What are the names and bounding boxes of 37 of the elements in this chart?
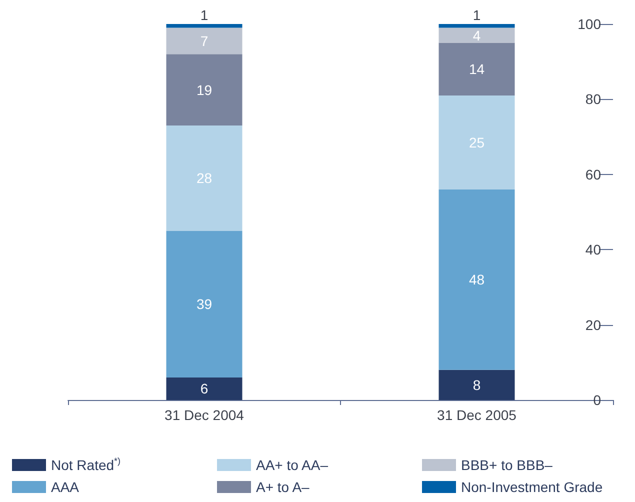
legend-label: BBB+ to BBB– — [461, 457, 553, 473]
bar — [438, 95, 515, 190]
y-tick-label: 40 — [585, 242, 602, 258]
legend-label: AAA — [51, 479, 80, 495]
data-label: 1 — [472, 7, 481, 23]
data-label: 14 — [468, 61, 485, 78]
bar — [166, 377, 242, 400]
bar — [166, 230, 242, 378]
y-tick-label: 60 — [585, 166, 602, 182]
y-tick-label: 100 — [578, 16, 602, 32]
data-label: 48 — [468, 272, 485, 288]
x-tick-label: 31 Dec 2005 — [437, 407, 517, 423]
data-label: 39 — [196, 296, 212, 312]
data-label: 7 — [200, 32, 208, 49]
y-tick-label: 80 — [585, 91, 602, 108]
data-label: 1 — [200, 7, 208, 23]
legend-label: Not Rated*) — [51, 456, 121, 473]
data-label: 28 — [196, 170, 212, 186]
bar — [438, 24, 515, 28]
y-tick-label: 20 — [585, 316, 602, 333]
bar — [166, 54, 242, 126]
data-label: 4 — [472, 27, 481, 44]
bar — [438, 42, 515, 96]
bar — [438, 189, 515, 370]
data-label: 6 — [200, 380, 208, 397]
bar — [166, 28, 242, 54]
bar — [166, 126, 242, 231]
bar — [438, 370, 515, 400]
legend-label: Non-Investment Grade — [461, 479, 603, 495]
data-label: 25 — [468, 134, 485, 150]
bar — [438, 28, 515, 43]
data-label: 19 — [196, 82, 212, 98]
x-tick-label: 31 Dec 2004 — [164, 407, 244, 423]
data-label: 8 — [472, 376, 481, 393]
legend-label: A+ to A– — [256, 479, 310, 495]
bar — [166, 24, 242, 28]
legend-label: AA+ to AA– — [256, 457, 328, 473]
